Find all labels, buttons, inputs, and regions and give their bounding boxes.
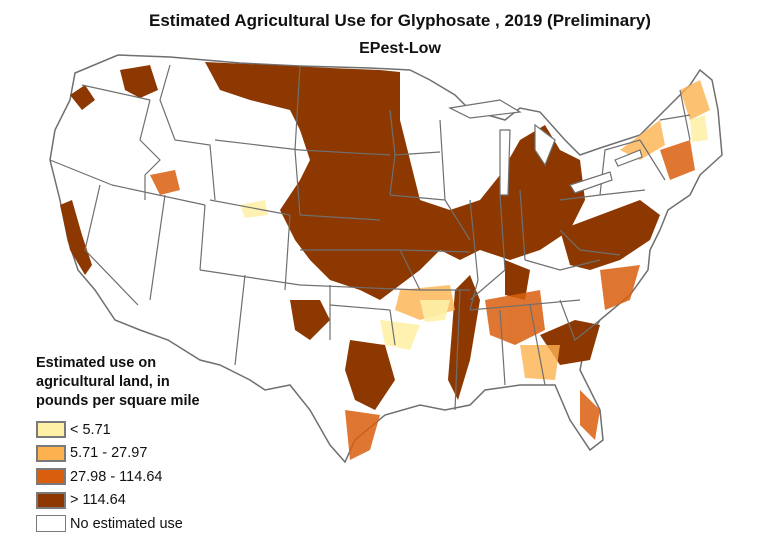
legend-label: No estimated use: [70, 515, 183, 532]
map-title: Estimated Agricultural Use for Glyphosat…: [149, 11, 651, 30]
legend-label: 5.71 - 27.97: [70, 445, 148, 462]
map-subtitle: EPest-Low: [359, 40, 441, 57]
legend-label: 27.98 - 114.64: [70, 468, 163, 485]
legend-title-line: agricultural land, in: [36, 374, 170, 390]
medium-use-areas: [150, 140, 695, 460]
legend-label: > 114.64: [70, 492, 126, 509]
heavy-use-areas: [60, 62, 660, 410]
legend-title-line: pounds per square mile: [36, 393, 200, 409]
legend-swatch: [36, 421, 66, 439]
legend-items: < 5.71 5.71 - 27.97 27.98 - 114.64 > 114…: [36, 418, 236, 536]
state-boundaries: [49, 64, 691, 411]
legend-item: 5.71 - 27.97: [36, 442, 236, 466]
legend-item: > 114.64: [36, 489, 236, 513]
legend: Estimated use on agricultural land, in p…: [36, 354, 236, 536]
great-lakes: [448, 99, 643, 196]
low-use-areas: [240, 115, 708, 350]
legend-item: 27.98 - 114.64: [36, 465, 236, 489]
legend-item: < 5.71: [36, 418, 236, 442]
legend-swatch: [36, 515, 66, 533]
legend-swatch: [36, 444, 66, 462]
legend-label: < 5.71: [70, 421, 111, 438]
legend-item: No estimated use: [36, 512, 236, 536]
legend-swatch: [36, 491, 66, 509]
legend-title-line: Estimated use on: [36, 355, 157, 371]
legend-title: Estimated use on agricultural land, in p…: [36, 354, 236, 411]
legend-swatch: [36, 468, 66, 486]
